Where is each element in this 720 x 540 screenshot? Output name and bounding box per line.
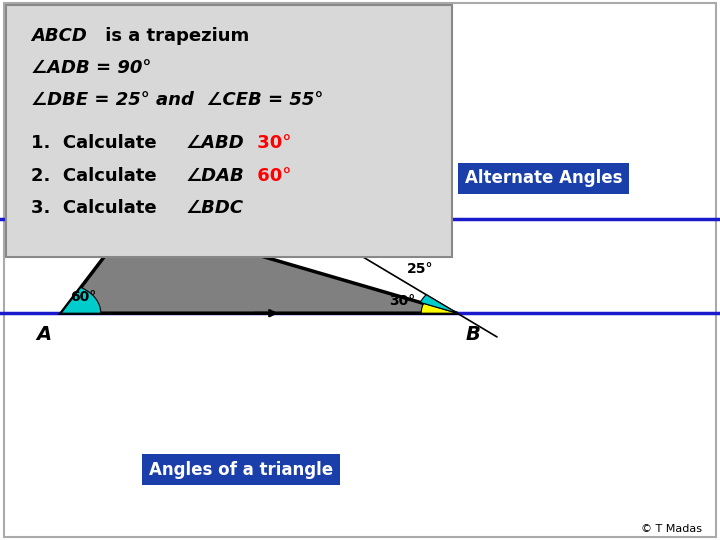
Text: 55°: 55° bbox=[292, 203, 315, 217]
Text: © T Madas: © T Madas bbox=[641, 523, 702, 534]
Polygon shape bbox=[61, 219, 457, 313]
Text: 60°: 60° bbox=[251, 167, 291, 185]
Text: Alternate Angles: Alternate Angles bbox=[465, 169, 622, 187]
Wedge shape bbox=[133, 219, 161, 226]
Text: ∠ADB = 90°: ∠ADB = 90° bbox=[31, 59, 151, 77]
Text: A: A bbox=[36, 325, 51, 344]
Text: 60°: 60° bbox=[70, 291, 96, 305]
Text: D: D bbox=[108, 194, 125, 213]
Text: E: E bbox=[293, 194, 307, 213]
Text: C: C bbox=[364, 194, 378, 213]
Text: ∠DBE = 25° and  ∠CEB = 55°: ∠DBE = 25° and ∠CEB = 55° bbox=[31, 91, 323, 109]
Text: ∠BDC: ∠BDC bbox=[186, 199, 244, 217]
Text: ABCD: ABCD bbox=[31, 26, 87, 44]
Wedge shape bbox=[420, 295, 457, 313]
Text: 25°: 25° bbox=[407, 262, 433, 276]
FancyBboxPatch shape bbox=[6, 5, 452, 256]
Text: 30°: 30° bbox=[389, 294, 415, 308]
Wedge shape bbox=[299, 213, 326, 232]
Text: ∠ABD: ∠ABD bbox=[186, 134, 245, 152]
Text: is a trapezium: is a trapezium bbox=[99, 26, 250, 44]
Text: 1.  Calculate: 1. Calculate bbox=[31, 134, 163, 152]
Text: 30°: 30° bbox=[251, 134, 291, 152]
Text: 3.  Calculate: 3. Calculate bbox=[31, 199, 163, 217]
Text: 2.  Calculate: 2. Calculate bbox=[31, 167, 163, 185]
Wedge shape bbox=[421, 303, 457, 313]
Text: ∠DAB: ∠DAB bbox=[186, 167, 245, 185]
Text: Angles of a triangle: Angles of a triangle bbox=[149, 461, 333, 479]
Wedge shape bbox=[61, 287, 101, 313]
Text: B: B bbox=[466, 325, 481, 344]
